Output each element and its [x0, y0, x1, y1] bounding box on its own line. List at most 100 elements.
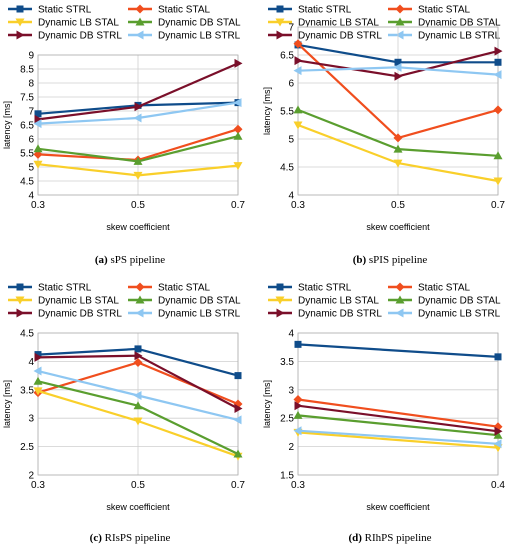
y-tick-label: 3.5	[280, 357, 294, 368]
legend-marker-dynamic-lb-strl	[135, 30, 144, 40]
legend-marker-dynamic-db-strl	[276, 30, 285, 40]
data-point-static-strl	[494, 58, 502, 66]
data-point-dynamic-db-stal	[293, 410, 303, 419]
x-axis-label: skew coefficient	[106, 502, 170, 512]
series-line-dynamic-lb-stal	[297, 431, 499, 449]
legend-label-static-strl: Static STRL	[38, 5, 92, 16]
legend-label-static-strl: Static STRL	[298, 5, 352, 16]
data-point-dynamic-lb-strl	[493, 439, 502, 449]
data-point-static-stal	[293, 394, 303, 404]
data-point-dynamic-db-stal	[133, 401, 143, 410]
data-point-dynamic-lb-strl	[233, 415, 242, 425]
data-point-dynamic-db-strl	[234, 58, 243, 68]
legend-label-dynamic-db-strl: Dynamic DB STRL	[38, 309, 122, 320]
data-point-dynamic-db-stal	[293, 105, 303, 114]
legend-marker-dynamic-lb-strl	[395, 30, 404, 40]
legend-label-dynamic-lb-strl: Dynamic LB STRL	[418, 31, 501, 42]
y-tick-label: 4.5	[280, 163, 294, 174]
data-point-dynamic-lb-strl	[133, 390, 142, 400]
legend-marker-static-strl	[276, 5, 284, 13]
y-tick-label: 5	[288, 135, 294, 146]
data-point-dynamic-db-strl	[134, 102, 143, 112]
data-point-dynamic-db-stal	[33, 376, 43, 385]
series-line-dynamic-lb-strl	[297, 429, 499, 445]
data-point-dynamic-lb-strl	[233, 98, 242, 108]
legend-label-static-strl: Static STRL	[298, 283, 352, 294]
data-point-static-stal	[133, 358, 143, 368]
caption-b: (b) sPIS pipeline	[260, 254, 520, 266]
y-tick-label: 6	[288, 79, 294, 90]
legend-label-dynamic-lb-strl: Dynamic LB STRL	[158, 309, 241, 320]
series-dynamic-lb-strl	[293, 62, 502, 80]
data-point-dynamic-db-strl	[294, 56, 303, 66]
y-axis-label: latency [ms]	[262, 87, 272, 135]
legend-entry-dynamic-lb-stal: Dynamic LB STAL	[268, 296, 379, 307]
legend-label-dynamic-lb-stal: Dynamic LB STAL	[298, 18, 379, 29]
caption-c-text: RIsPS pipeline	[104, 532, 171, 544]
data-point-dynamic-lb-strl	[293, 66, 302, 76]
legend-label-dynamic-lb-strl: Dynamic LB STRL	[418, 309, 501, 320]
caption-d: (d) RIhPS pipeline	[260, 532, 520, 544]
legend-entry-dynamic-lb-strl: Dynamic LB STRL	[388, 30, 501, 42]
series-dynamic-lb-strl	[33, 366, 242, 425]
caption-b-text: sPIS pipeline	[368, 254, 428, 266]
y-tick-label: 2.5	[280, 414, 294, 425]
legend-label-dynamic-db-stal: Dynamic DB STAL	[158, 18, 241, 29]
legend-entry-dynamic-lb-stal: Dynamic LB STAL	[8, 18, 119, 29]
y-tick-label: 5	[28, 163, 34, 174]
legend-label-dynamic-lb-strl: Dynamic LB STRL	[158, 31, 241, 42]
legend-label-dynamic-db-stal: Dynamic DB STAL	[418, 296, 501, 307]
y-axis-label: latency [ms]	[262, 380, 272, 428]
legend-label-static-stal: Static STAL	[158, 5, 210, 16]
series-dynamic-lb-strl	[293, 426, 502, 449]
y-tick-label: 4.5	[20, 329, 34, 340]
y-tick-label: 7.5	[20, 93, 34, 104]
data-point-dynamic-db-stal	[393, 144, 403, 153]
caption-a-letter: (a)	[94, 254, 108, 266]
data-point-static-stal	[233, 124, 243, 134]
data-point-dynamic-db-stal	[233, 131, 243, 140]
legend-label-dynamic-db-stal: Dynamic DB STAL	[418, 18, 501, 29]
legend-label-dynamic-lb-stal: Dynamic LB STAL	[298, 296, 379, 307]
legend-marker-dynamic-db-strl	[16, 308, 25, 318]
data-point-dynamic-lb-strl	[33, 366, 42, 376]
legend-entry-dynamic-db-strl: Dynamic DB STRL	[8, 30, 122, 42]
legend-marker-dynamic-lb-stal	[275, 296, 285, 305]
data-point-dynamic-lb-strl	[393, 62, 402, 72]
y-axis-label: latency [ms]	[2, 101, 12, 149]
legend-entry-static-stal: Static STAL	[388, 282, 470, 294]
chart-panel-2: Static STRL Static STAL Dynamic LB STAL Dyn…	[262, 4, 505, 232]
caption-b-letter: (b)	[352, 254, 367, 266]
legend-marker-dynamic-lb-strl	[395, 308, 404, 318]
x-tick-label: 0.5	[131, 200, 145, 211]
data-point-dynamic-db-strl	[294, 401, 303, 411]
data-point-dynamic-lb-stal	[293, 121, 303, 130]
y-tick-label: 2	[288, 442, 294, 453]
x-tick-label: 0.7	[231, 480, 245, 491]
x-axis-label: skew coefficient	[106, 222, 170, 232]
caption-c: (c) RIsPS pipeline	[0, 532, 260, 544]
y-tick-label: 6.5	[20, 121, 34, 132]
data-point-dynamic-db-strl	[494, 426, 503, 436]
legend-label-dynamic-db-stal: Dynamic DB STAL	[158, 296, 241, 307]
data-point-static-stal	[493, 105, 503, 115]
series-static-strl	[294, 340, 502, 361]
legend-entry-static-stal: Static STAL	[388, 4, 470, 16]
legend-marker-static-stal	[395, 282, 405, 292]
legend-marker-dynamic-db-stal	[135, 17, 145, 26]
series-dynamic-db-strl	[294, 401, 503, 436]
data-point-dynamic-lb-stal	[393, 159, 403, 168]
series-dynamic-db-stal	[293, 105, 503, 160]
data-point-dynamic-lb-stal	[493, 177, 503, 186]
data-point-static-stal	[393, 133, 403, 143]
series-line-dynamic-db-stal	[297, 414, 499, 437]
data-point-dynamic-db-strl	[34, 114, 43, 124]
data-point-dynamic-db-stal	[33, 144, 43, 153]
legend-entry-dynamic-lb-stal: Dynamic LB STAL	[268, 18, 379, 29]
caption-d-letter: (d)	[348, 532, 362, 544]
y-tick-label: 4.5	[20, 177, 34, 188]
legend-label-dynamic-lb-stal: Dynamic LB STAL	[38, 296, 119, 307]
series-line-static-strl	[297, 343, 499, 358]
data-point-static-strl	[234, 372, 242, 380]
